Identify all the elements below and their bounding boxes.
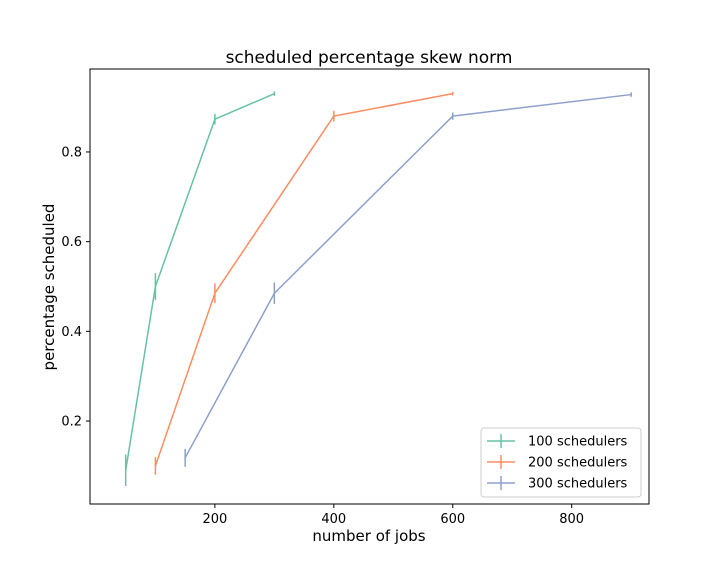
chart-title: scheduled percentage skew norm: [226, 48, 513, 68]
data-point: [451, 115, 454, 117]
x-axis-label: number of jobs: [312, 527, 425, 545]
x-tick-label: 400: [321, 512, 346, 527]
legend-label: 300 schedulers: [528, 477, 628, 492]
legend-item: 200 schedulers: [487, 455, 628, 471]
data-point: [184, 457, 186, 459]
data-point: [214, 118, 216, 121]
y-axis: 0.2 0.4 0.6 0.8: [61, 145, 90, 430]
data-point: [273, 92, 276, 95]
y-tick-label: 0.2: [61, 415, 82, 430]
legend-item: 100 schedulers: [487, 434, 628, 450]
plot-frame: [89, 68, 650, 505]
data-point: [333, 115, 335, 117]
y-tick-label: 0.4: [61, 325, 82, 340]
y-axis-label: percentage scheduled: [40, 204, 58, 371]
legend-item: 300 schedulers: [487, 476, 628, 492]
series-100-schedulers: [124, 91, 276, 487]
series-line: [184, 93, 632, 459]
legend-box: [480, 427, 642, 498]
series-line: [154, 92, 453, 467]
y-tick-label: 0.6: [61, 235, 82, 250]
data-point: [273, 292, 276, 295]
series-300-schedulers: [184, 92, 632, 467]
series-line: [124, 92, 275, 471]
x-tick-label: 200: [202, 512, 227, 527]
legend-label: 200 schedulers: [528, 456, 628, 471]
data-point: [154, 285, 157, 288]
x-tick-label: 800: [559, 512, 584, 527]
plot-lines: [124, 91, 632, 487]
y-tick-label: 0.8: [61, 145, 82, 160]
data-point: [124, 469, 127, 472]
data-point: [154, 465, 157, 467]
data-point: [214, 292, 216, 295]
data-point: [451, 92, 454, 95]
series-200-schedulers: [154, 91, 454, 475]
data-point: [630, 93, 632, 96]
x-tick-label: 600: [440, 512, 465, 527]
legend: 100 schedulers 200 schedulers 300 schedule…: [480, 427, 642, 498]
legend-label: 100 schedulers: [528, 435, 628, 450]
x-axis: 200 400 600 800: [202, 504, 584, 527]
